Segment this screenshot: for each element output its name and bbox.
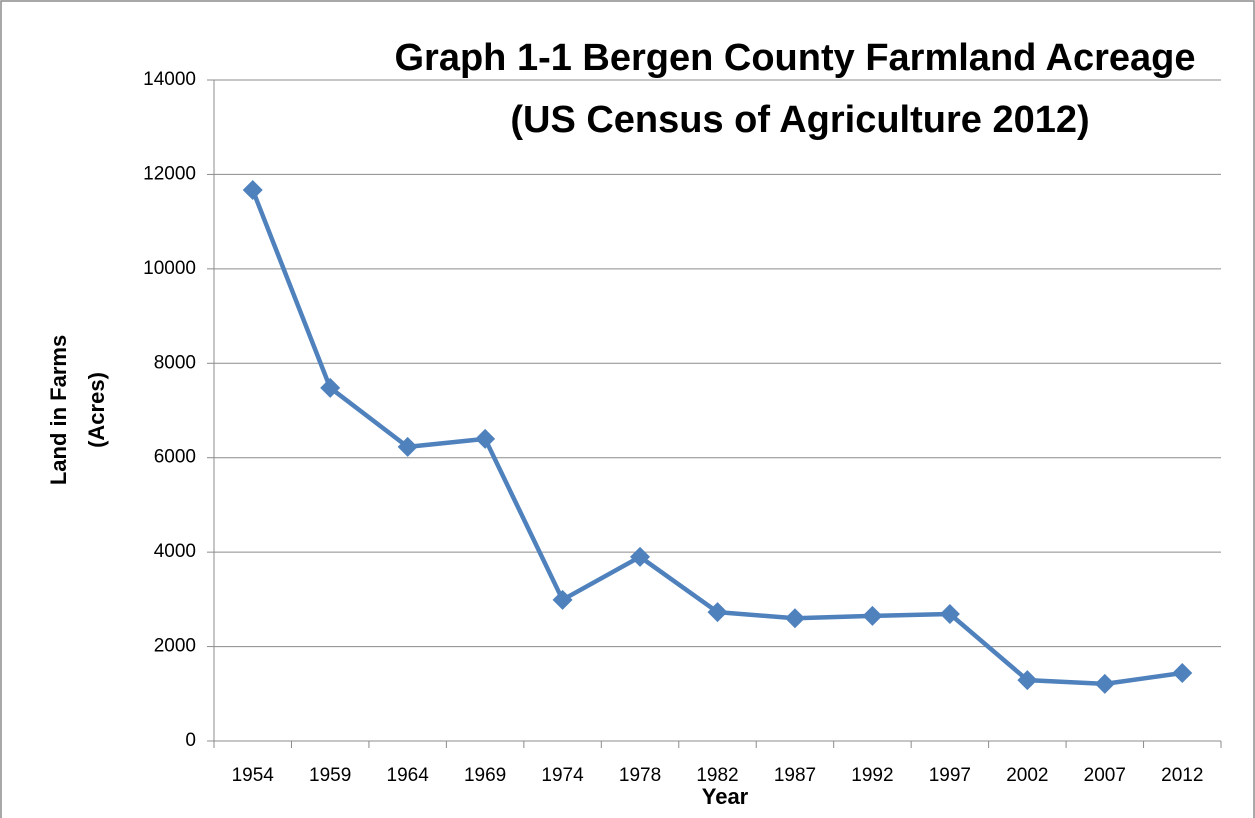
chart-subtitle: (US Census of Agriculture 2012)	[510, 99, 1089, 141]
data-marker	[397, 436, 418, 457]
x-tick-label: 1964	[387, 765, 430, 786]
data-marker	[939, 603, 960, 624]
data-marker	[630, 546, 651, 567]
data-marker	[475, 428, 496, 449]
y-tick-label: 10000	[143, 258, 196, 279]
data-marker	[1017, 670, 1038, 691]
y-tick-label: 14000	[143, 69, 196, 90]
y-tick-label: 12000	[143, 163, 196, 184]
x-tick-label: 1969	[464, 765, 506, 786]
y-tick-label: 2000	[154, 636, 196, 657]
y-tick-label: 8000	[154, 352, 196, 373]
data-marker	[1094, 673, 1115, 694]
x-tick-label: 1987	[774, 765, 816, 786]
data-marker	[784, 608, 805, 629]
data-marker	[1172, 663, 1193, 684]
data-marker	[552, 589, 573, 610]
y-axis-title-line: (Acres)	[84, 372, 109, 448]
x-axis-title: Year	[702, 784, 749, 809]
x-tick-label: 1974	[541, 765, 584, 786]
y-tick-label: 6000	[154, 447, 196, 468]
y-tick-label: 0	[185, 730, 196, 751]
data-marker	[707, 602, 728, 623]
x-tick-label: 1982	[696, 765, 738, 786]
x-tick-label: 1997	[929, 765, 971, 786]
data-marker	[320, 377, 341, 398]
y-axis-title: Land in Farms (Acres)	[46, 335, 109, 485]
data-marker	[242, 180, 263, 201]
x-tick-label: 1959	[309, 765, 351, 786]
data-marker	[862, 605, 883, 626]
x-tick-label: 1978	[619, 765, 661, 786]
x-tick-label: 1954	[232, 765, 275, 786]
x-tick-label: 2002	[1006, 765, 1048, 786]
chart-title: Graph 1-1 Bergen County Farmland Acreage	[394, 37, 1195, 79]
x-tick-label: 1992	[851, 765, 893, 786]
x-tick-label: 2012	[1161, 765, 1203, 786]
x-tick-label: 2007	[1084, 765, 1126, 786]
y-axis-title-line: Land in Farms	[46, 335, 71, 485]
y-tick-label: 4000	[154, 541, 196, 562]
